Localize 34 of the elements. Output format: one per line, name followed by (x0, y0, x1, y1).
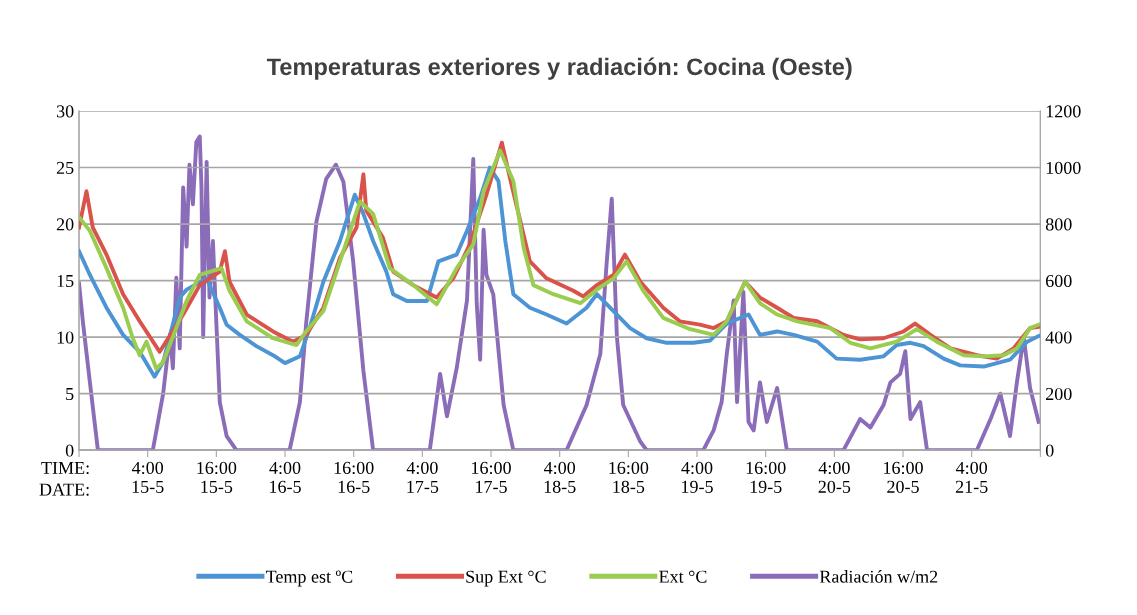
x-tick-label: 16:00 18-5 (609, 461, 649, 493)
x-tick-label: 4:00 21-5 (955, 461, 988, 493)
y-tick-label: 20 (56, 218, 74, 231)
x-tick-label: 16:00 20-5 (884, 461, 923, 493)
y2-tick-label: 0 (1045, 444, 1054, 457)
y-tick-label: 0 (65, 444, 74, 457)
x-tick-label: 4:00 19-5 (681, 461, 713, 493)
legend-label: Temp est ºC (265, 570, 353, 587)
x-tick-label: 4:00 17-5 (406, 461, 439, 493)
y2-tick-label: 400 (1045, 331, 1072, 344)
y-tick-label: 30 (56, 105, 74, 118)
y2-tick-label: 1200 (1046, 105, 1081, 118)
y2-tick-label: 800 (1045, 218, 1072, 231)
x-tick-label: 16:00 16-5 (334, 461, 374, 493)
y-tick-label: 5 (66, 388, 74, 401)
text: DATE: (39, 483, 89, 496)
legend-label: Ext °C (659, 570, 707, 583)
y-tick-label: 15 (57, 274, 74, 288)
x-tick-label: 16:00 19-5 (746, 461, 786, 493)
x-tick-label: 4:00 15-5 (131, 461, 164, 493)
x-tick-label: 4:00 20-5 (818, 461, 851, 493)
y2-tick-label: 200 (1046, 387, 1072, 401)
text: TIME: (41, 462, 89, 475)
chart-title: Temperaturas exteriores y radiación: Cocina (Oeste) (266, 57, 852, 80)
x-tick-label: 16:00 17-5 (472, 461, 511, 493)
y-tick-label: 25 (56, 161, 74, 174)
y-tick-label: 10 (57, 331, 74, 344)
y2-tick-label: 1000 (1046, 161, 1081, 174)
y2-tick-label: 600 (1045, 274, 1072, 288)
x-tick-label: 4:00 18-5 (543, 461, 576, 493)
x-tick-label: 16:00 15-5 (197, 461, 237, 493)
legend-label: Sup Ext °C (466, 570, 546, 587)
x-tick-label: 4:00 16-5 (269, 461, 301, 493)
legend-label: Radiación w/m2 (819, 570, 938, 583)
